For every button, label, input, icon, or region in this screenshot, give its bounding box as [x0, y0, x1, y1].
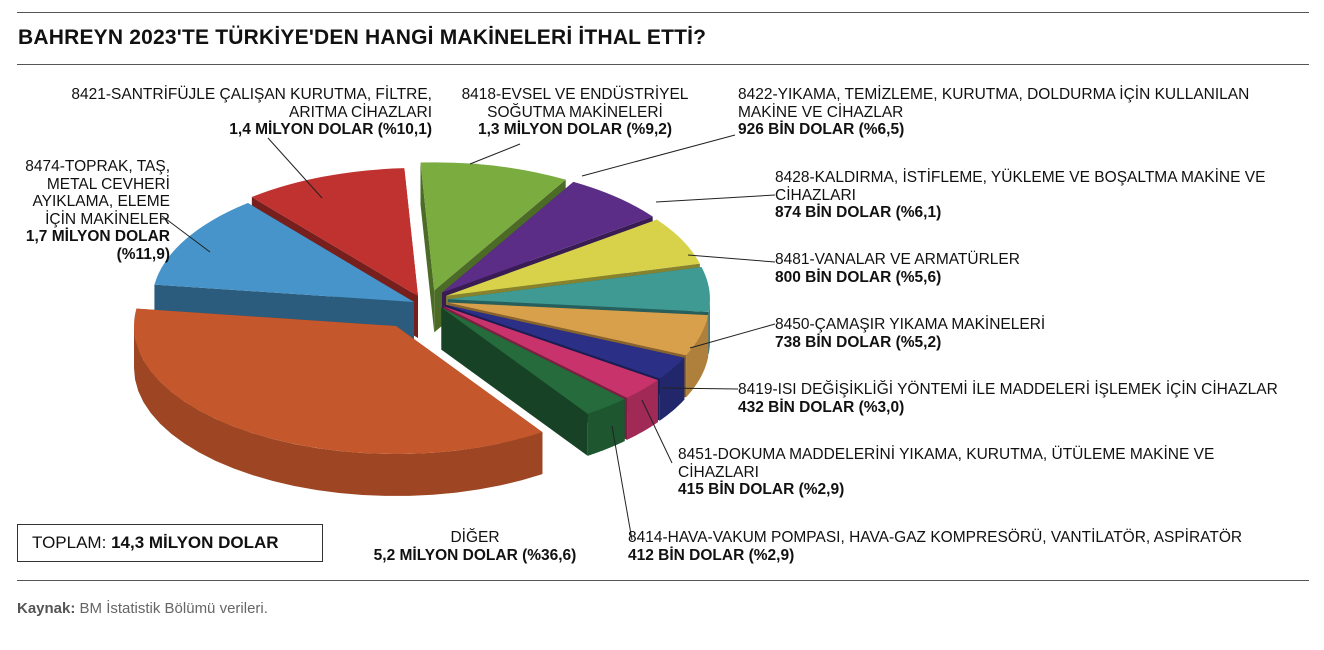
label-8428: 8428-KALDIRMA, İSTİFLEME, YÜKLEME VE BOŞ… — [775, 169, 1295, 222]
slice-diger — [134, 308, 543, 496]
label-8422-name: 8422-YIKAMA, TEMİZLEME, KURUTMA, DOLDURM… — [738, 86, 1250, 121]
label-8481-name: 8481-VANALAR VE ARMATÜRLER — [775, 251, 1020, 268]
slice-8474-top — [154, 203, 414, 302]
chart-title: BAHREYN 2023'TE TÜRKİYE'DEN HANGİ MAKİNE… — [18, 26, 707, 49]
label-8451-value: 415 BİN DOLAR (%2,9) — [678, 481, 845, 498]
slice-8419-top — [445, 304, 685, 379]
label-8451-name: 8451-DOKUMA MADDELERİNİ YIKAMA, KURUTMA,… — [678, 446, 1215, 481]
slice-8422-top — [442, 181, 653, 293]
total-box: TOPLAM: 14,3 MİLYON DOLAR — [17, 524, 323, 562]
slice-8414-side — [587, 399, 625, 456]
source-note: Kaynak: BM İstatistik Bölümü verileri. — [17, 600, 268, 617]
label-8450-name: 8450-ÇAMAŞIR YIKAMA MAKİNELERİ — [775, 316, 1046, 333]
label-8419: 8419-ISI DEĞİŞİKLİĞİ YÖNTEMİ İLE MADDELE… — [738, 381, 1308, 416]
label-8418: 8418-EVSEL VE ENDÜSTRİYEL SOĞUTMA MAKİNE… — [440, 86, 710, 139]
label-8428-name: 8428-KALDIRMA, İSTİFLEME, YÜKLEME VE BOŞ… — [775, 169, 1266, 204]
title-rule — [17, 64, 1309, 65]
leader-line — [689, 323, 776, 349]
label-8451: 8451-DOKUMA MADDELERİNİ YIKAMA, KURUTMA,… — [678, 446, 1258, 499]
label-8474-value: 1,7 MİLYON DOLAR (%11,9) — [25, 228, 170, 263]
label-8421-name: 8421-SANTRİFÜJLE ÇALIŞAN KURUTMA, FİLTRE… — [71, 86, 432, 121]
label-8414-value: 412 BİN DOLAR (%2,9) — [628, 546, 795, 564]
leader-line — [161, 215, 211, 253]
label-8414: 8414-HAVA-VAKUM POMPASI, HAVA-GAZ KOMPRE… — [628, 529, 1298, 564]
label-8474-name: 8474-TOPRAK, TAŞ, METAL CEVHERİ AYIKLAMA… — [25, 158, 170, 228]
slice-8450-side — [686, 315, 709, 398]
leader-line — [469, 143, 521, 165]
bottom-rule — [17, 580, 1309, 581]
label-8422-value: 926 BİN DOLAR (%6,5) — [738, 121, 905, 138]
label-8474: 8474-TOPRAK, TAŞ, METAL CEVHERİ AYIKLAMA… — [8, 158, 170, 263]
slice-8451-side — [627, 380, 658, 440]
label-8419-value: 432 BİN DOLAR (%3,0) — [738, 398, 905, 416]
label-8414-name: 8414-HAVA-VAKUM POMPASI, HAVA-GAZ KOMPRE… — [628, 529, 1243, 546]
label-8419-name: 8419-ISI DEĞİŞİKLİĞİ YÖNTEMİ İLE MADDELE… — [738, 381, 1278, 398]
slice-8419-side — [659, 357, 685, 421]
leader-line — [655, 194, 776, 203]
slice-8421-top — [251, 168, 418, 296]
label-8418-value: 1,3 MİLYON DOLAR (%9,2) — [477, 121, 673, 138]
slice-diger-top — [134, 308, 543, 454]
label-8481: 8481-VANALAR VE ARMATÜRLER 800 BİN DOLAR… — [775, 251, 1275, 286]
slice-8481-top — [447, 267, 710, 312]
label-diger: DİĞER 5,2 MİLYON DOLAR (%36,6) — [340, 529, 610, 564]
leader-line — [267, 137, 323, 199]
label-8428-value: 874 BİN DOLAR (%6,1) — [775, 204, 942, 221]
slice-diger-side — [134, 326, 543, 496]
leader-line — [661, 387, 739, 390]
top-rule — [17, 12, 1309, 13]
label-diger-name: DİĞER — [450, 529, 500, 546]
total-value: 14,3 MİLYON DOLAR — [111, 533, 279, 552]
source-label: Kaynak: — [17, 600, 76, 617]
slice-8418-top — [420, 162, 566, 291]
total-label: TOPLAM: — [32, 533, 107, 552]
source-text: BM İstatistik Bölümü verileri. — [79, 600, 268, 617]
leader-line — [581, 134, 736, 177]
slice-8414 — [441, 307, 625, 456]
slice-8428-top — [446, 219, 700, 296]
label-8418-name: 8418-EVSEL VE ENDÜSTRİYEL SOĞUTMA MAKİNE… — [461, 86, 689, 121]
label-diger-value: 5,2 MİLYON DOLAR (%36,6) — [373, 546, 577, 564]
label-8481-value: 800 BİN DOLAR (%5,6) — [775, 268, 942, 286]
label-8450-value: 738 BİN DOLAR (%5,2) — [775, 333, 942, 351]
slice-8481-side — [708, 299, 710, 354]
label-8450: 8450-ÇAMAŞIR YIKAMA MAKİNELERİ 738 BİN D… — [775, 316, 1275, 351]
slice-8418-cut-wall — [420, 162, 435, 333]
leader-line — [687, 254, 776, 263]
slice-8414-cut-wall — [441, 307, 588, 456]
leader-line — [641, 399, 673, 464]
label-8422: 8422-YIKAMA, TEMİZLEME, KURUTMA, DOLDURM… — [738, 86, 1298, 139]
slice-8450-top — [447, 302, 709, 356]
slice-8414-top — [441, 307, 625, 414]
slice-8451-top — [443, 306, 658, 398]
label-8421: 8421-SANTRİFÜJLE ÇALIŞAN KURUTMA, FİLTRE… — [60, 86, 432, 139]
leader-line — [611, 425, 633, 541]
label-8421-value: 1,4 MİLYON DOLAR (%10,1) — [229, 121, 432, 138]
